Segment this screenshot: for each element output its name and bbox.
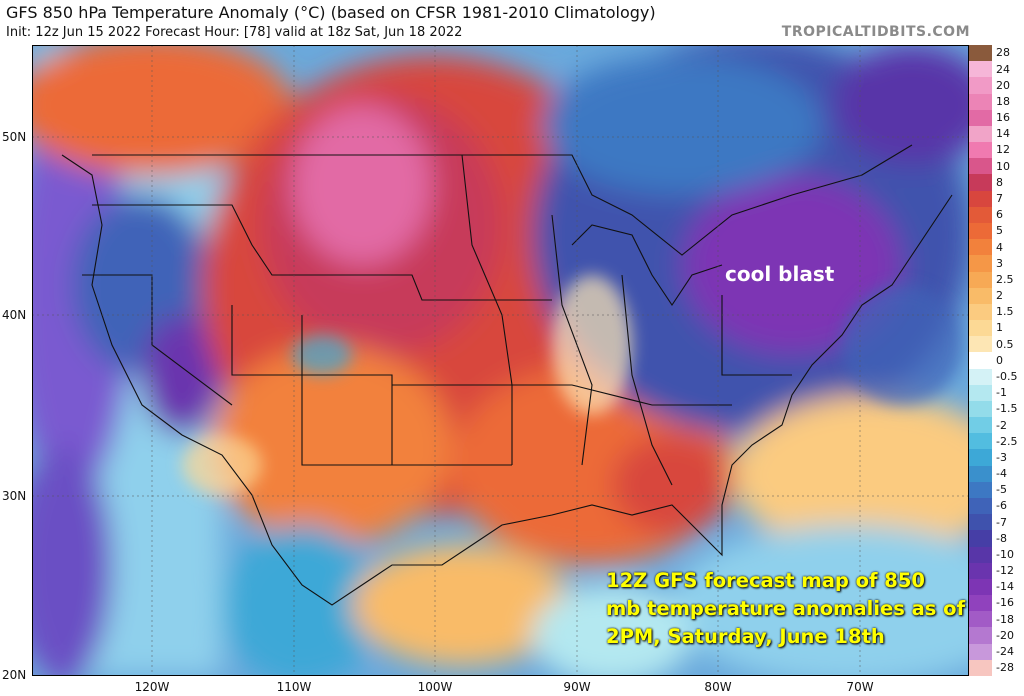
lon-label-120w: 120W [134,680,170,694]
colorbar-label: 4 [996,240,1003,254]
colorbar-label: 18 [996,94,1010,108]
colorbar-label: 1 [996,321,1003,335]
colorbar-swatch [969,546,992,563]
graticule [32,45,969,676]
lon-label-90w: 90W [563,680,591,694]
lat-label-50n: 50N [2,130,27,144]
colorbar-label: -2 [996,418,1007,432]
colorbar-swatch [969,352,992,369]
map-title: GFS 850 hPa Temperature Anomaly (°C) (ba… [6,3,656,22]
colorbar-label: -14 [996,580,1014,594]
colorbar-label: 7 [996,192,1003,205]
colorbar-swatch [969,384,992,401]
colorbar-label: -10 [996,547,1014,561]
colorbar-label: 8 [996,175,1003,189]
colorbar-swatch [969,271,992,288]
colorbar-swatch [969,190,992,207]
source-credit: TROPICALTIDBITS.COM [781,24,970,40]
colorbar-swatch [969,514,992,531]
colorbar-swatch [969,481,992,499]
colorbar-swatch [969,61,992,78]
colorbar-label: 12 [996,143,1010,157]
colorbar-label: -6 [996,499,1007,513]
colorbar-label: 2.5 [996,272,1014,286]
colorbar-label: 24 [996,62,1010,76]
colorbar-label: -2.5 [996,434,1018,448]
colorbar-swatch [969,643,992,660]
colorbar-label: 1.5 [996,305,1014,319]
colorbar-swatch [969,465,992,482]
colorbar-label: 0.5 [996,337,1014,351]
colorbar-label: 14 [996,127,1010,141]
colorbar-label: 28 [996,46,1010,60]
colorbar-swatch [969,206,992,223]
colorbar-swatch [969,109,992,126]
colorbar-swatch [969,45,992,62]
colorbar-swatch [969,158,992,175]
colorbar-swatch [969,595,992,612]
colorbar-swatch [969,611,992,628]
map-canvas [32,45,969,676]
colorbar-swatch [969,174,992,191]
map-frame [32,45,969,676]
colorbar-swatch [969,77,992,94]
colorbar-label: 0 [996,353,1003,367]
colorbar-swatch [969,239,992,256]
lon-label-110w: 110W [276,680,312,694]
colorbar-swatch [969,417,992,434]
colorbar-label: 2 [996,289,1003,303]
colorbar-label: -5 [996,483,1007,497]
colorbar-swatch [969,336,992,353]
colorbar-swatch [969,93,992,110]
colorbar-label: -28 [996,661,1014,675]
colorbar-swatch [969,222,992,240]
colorbar-label: -7 [996,515,1007,529]
colorbar-label: -3 [996,450,1007,464]
colorbar-swatch [969,125,992,143]
colorbar-swatch [969,255,992,272]
colorbar-swatch [969,562,992,579]
colorbar-label: -20 [996,628,1014,642]
colorbar-swatch [969,449,992,466]
caption-annotation: 12Z GFS forecast map of 850 mb temperatu… [606,569,966,648]
colorbar-label: -8 [996,531,1007,545]
colorbar-swatch [969,320,992,337]
colorbar-label: 20 [996,78,1010,92]
colorbar-legend: 28 24 20 18 16 14 12 10 8 7 6 5 4 3 2.5 2 1.5 1 0.5 0 -0.5 -1… [969,45,1024,676]
colorbar-swatch [969,287,992,304]
anomaly-map [32,45,969,676]
colorbar-swatch [969,433,992,450]
lon-label-100w: 100W [417,680,453,694]
colorbar-label: -18 [996,612,1014,626]
colorbar-swatch [969,530,992,547]
colorbar-label: -0.5 [996,369,1018,383]
colorbar-label: -4 [996,467,1007,481]
colorbar-swatch [969,627,992,644]
lon-label-70w: 70W [846,680,874,694]
colorbar-label: 3 [996,256,1003,270]
colorbar-label: -24 [996,645,1014,659]
colorbar-label: 5 [996,224,1003,238]
colorbar-swatch [969,659,992,676]
cool-blast-label: cool blast [725,262,835,286]
colorbar-swatch [969,400,992,418]
map-subtitle: Init: 12z Jun 15 2022 Forecast Hour: [78… [6,25,463,40]
lat-label-40n: 40N [2,308,27,322]
colorbar-swatch [969,142,992,159]
lon-label-80w: 80W [704,680,732,694]
colorbar-swatch [969,368,992,385]
colorbar-label: -1.5 [996,402,1018,416]
lat-label-30n: 30N [2,489,27,503]
colorbar-label: -12 [996,564,1014,578]
colorbar-label: -16 [996,596,1014,610]
colorbar-swatch [969,578,992,596]
lat-label-20n: 20N [2,668,27,682]
colorbar-label: -1 [996,386,1007,400]
colorbar-label: 16 [996,111,1010,125]
colorbar-label: 10 [996,159,1010,173]
colorbar-swatch [969,498,992,515]
colorbar-label: 6 [996,208,1003,222]
colorbar-swatch [969,303,992,321]
